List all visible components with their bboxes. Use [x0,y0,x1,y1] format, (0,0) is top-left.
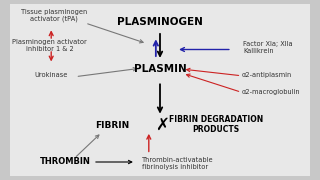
Text: α2-antiplasmin: α2-antiplasmin [242,72,292,78]
Text: THROMBIN: THROMBIN [40,158,91,166]
Text: α2-macroglobulin: α2-macroglobulin [242,89,300,95]
Text: Plasminogen activator
inhibitor 1 & 2: Plasminogen activator inhibitor 1 & 2 [12,39,87,52]
Text: PLASMINOGEN: PLASMINOGEN [117,17,203,27]
Text: PLASMIN: PLASMIN [134,64,186,74]
FancyBboxPatch shape [10,4,310,176]
Text: FIBRIN: FIBRIN [95,121,129,130]
Text: Tissue plasminogen
activator (tPA): Tissue plasminogen activator (tPA) [21,8,88,22]
Text: Urokinase: Urokinase [35,72,68,78]
Text: FIBRIN DEGRADATION
PRODUCTS: FIBRIN DEGRADATION PRODUCTS [169,114,263,134]
Text: Thrombin-activatable
fibrinolysis inhibitor: Thrombin-activatable fibrinolysis inhibi… [142,157,214,170]
Text: ✗: ✗ [155,116,169,134]
Text: Factor XIa; XIIa
Kallikrein: Factor XIa; XIIa Kallikrein [243,41,293,54]
